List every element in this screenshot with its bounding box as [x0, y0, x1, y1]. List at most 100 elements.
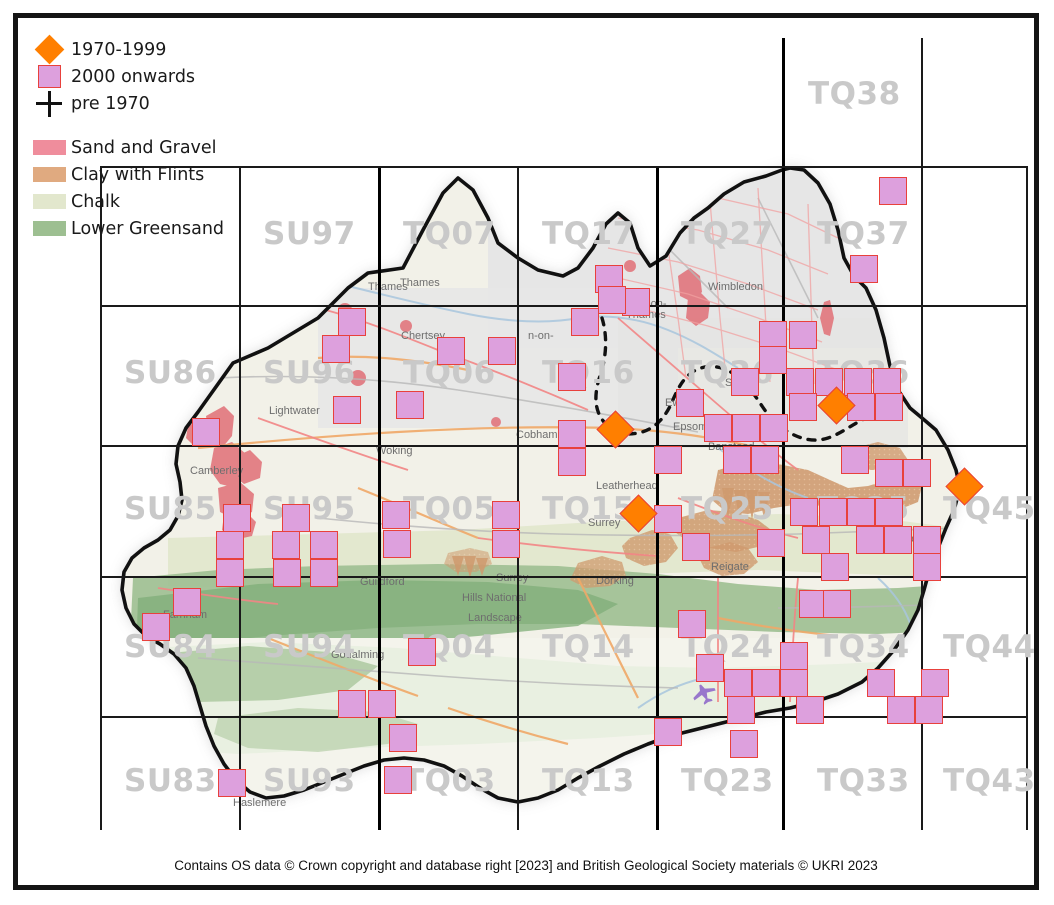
site-square-2000-onwards[interactable]	[875, 459, 903, 487]
site-square-2000-onwards[interactable]	[310, 559, 338, 587]
site-square-2000-onwards[interactable]	[492, 530, 520, 558]
site-square-2000-onwards[interactable]	[856, 526, 884, 554]
site-square-2000-onwards[interactable]	[558, 420, 586, 448]
sand-and-gravel-swatch	[32, 140, 66, 155]
site-square-2000-onwards[interactable]	[760, 414, 788, 442]
site-square-2000-onwards[interactable]	[867, 669, 895, 697]
grid-label-su85: SU85	[124, 491, 217, 527]
site-square-2000-onwards[interactable]	[780, 669, 808, 697]
site-square-2000-onwards[interactable]	[850, 255, 878, 283]
site-square-2000-onwards[interactable]	[142, 613, 170, 641]
site-square-2000-onwards[interactable]	[654, 505, 682, 533]
site-square-2000-onwards[interactable]	[730, 730, 758, 758]
site-square-2000-onwards[interactable]	[821, 553, 849, 581]
map-canvas[interactable]: Thames Chertsey n-on- Thames Wimbledon Lightw…	[18, 18, 1034, 830]
site-square-2000-onwards[interactable]	[884, 526, 912, 554]
site-square-2000-onwards[interactable]	[389, 724, 417, 752]
site-square-2000-onwards[interactable]	[847, 498, 875, 526]
site-square-2000-onwards[interactable]	[383, 530, 411, 558]
site-square-2000-onwards[interactable]	[333, 396, 361, 424]
site-square-2000-onwards[interactable]	[759, 346, 787, 374]
site-square-2000-onwards[interactable]	[780, 642, 808, 670]
site-square-2000-onwards[interactable]	[759, 321, 787, 349]
site-square-2000-onwards[interactable]	[272, 531, 300, 559]
site-square-2000-onwards[interactable]	[732, 414, 760, 442]
site-square-2000-onwards[interactable]	[875, 498, 903, 526]
site-square-2000-onwards[interactable]	[796, 696, 824, 724]
site-square-2000-onwards[interactable]	[368, 690, 396, 718]
site-square-2000-onwards[interactable]	[558, 448, 586, 476]
site-square-2000-onwards[interactable]	[819, 498, 847, 526]
site-square-2000-onwards[interactable]	[173, 588, 201, 616]
site-square-2000-onwards[interactable]	[802, 526, 830, 554]
map-frame: Thames Chertsey n-on- Thames Wimbledon Lightw…	[13, 13, 1039, 890]
site-square-2000-onwards[interactable]	[598, 286, 626, 314]
site-square-2000-onwards[interactable]	[913, 553, 941, 581]
site-square-2000-onwards[interactable]	[678, 610, 706, 638]
site-square-2000-onwards[interactable]	[676, 389, 704, 417]
site-square-2000-onwards[interactable]	[875, 393, 903, 421]
site-square-2000-onwards[interactable]	[382, 501, 410, 529]
site-square-2000-onwards[interactable]	[622, 288, 650, 316]
site-square-2000-onwards[interactable]	[751, 446, 779, 474]
site-square-2000-onwards[interactable]	[873, 368, 901, 396]
site-square-2000-onwards[interactable]	[752, 669, 780, 697]
site-square-2000-onwards[interactable]	[273, 559, 301, 587]
clay-with-flints-swatch	[32, 167, 66, 182]
site-square-2000-onwards[interactable]	[789, 393, 817, 421]
site-square-2000-onwards[interactable]	[790, 498, 818, 526]
place-label: Epsom	[673, 421, 707, 433]
site-square-2000-onwards[interactable]	[789, 321, 817, 349]
site-square-2000-onwards[interactable]	[437, 337, 465, 365]
grid-vline	[921, 38, 923, 166]
site-square-2000-onwards[interactable]	[724, 669, 752, 697]
site-square-2000-onwards[interactable]	[727, 696, 755, 724]
place-label: Guildford	[360, 576, 405, 588]
site-square-2000-onwards[interactable]	[338, 690, 366, 718]
site-square-2000-onwards[interactable]	[571, 308, 599, 336]
site-square-2000-onwards[interactable]	[216, 559, 244, 587]
site-square-2000-onwards[interactable]	[913, 526, 941, 554]
site-square-2000-onwards[interactable]	[704, 414, 732, 442]
site-square-2000-onwards[interactable]	[903, 459, 931, 487]
site-square-2000-onwards[interactable]	[915, 696, 943, 724]
site-square-2000-onwards[interactable]	[696, 654, 724, 682]
site-square-2000-onwards[interactable]	[731, 368, 759, 396]
site-square-2000-onwards[interactable]	[488, 337, 516, 365]
site-square-2000-onwards[interactable]	[921, 669, 949, 697]
site-square-2000-onwards[interactable]	[757, 529, 785, 557]
site-square-2000-onwards[interactable]	[216, 531, 244, 559]
site-square-2000-onwards[interactable]	[338, 308, 366, 336]
site-square-2000-onwards[interactable]	[384, 766, 412, 794]
place-label: Camberley	[190, 465, 244, 477]
site-square-2000-onwards[interactable]	[322, 335, 350, 363]
site-square-2000-onwards[interactable]	[192, 418, 220, 446]
site-square-2000-onwards[interactable]	[723, 446, 751, 474]
site-square-2000-onwards[interactable]	[786, 368, 814, 396]
site-square-2000-onwards[interactable]	[408, 638, 436, 666]
place-label: Chertsey	[401, 330, 446, 342]
grid-label-tq16: TQ16	[542, 355, 635, 391]
site-square-2000-onwards[interactable]	[654, 446, 682, 474]
site-square-2000-onwards[interactable]	[654, 718, 682, 746]
site-square-2000-onwards[interactable]	[223, 504, 251, 532]
site-square-2000-onwards[interactable]	[396, 391, 424, 419]
site-square-2000-onwards[interactable]	[218, 769, 246, 797]
site-square-2000-onwards[interactable]	[879, 177, 907, 205]
grid-vline	[100, 166, 102, 830]
grid-label-tq17: TQ17	[542, 216, 635, 252]
site-square-2000-onwards[interactable]	[887, 696, 915, 724]
site-square-2000-onwards[interactable]	[682, 533, 710, 561]
grid-label-tq25: TQ25	[681, 491, 774, 527]
grid-vline	[782, 166, 785, 830]
site-square-2000-onwards[interactable]	[823, 590, 851, 618]
place-label: Reigate	[711, 561, 749, 573]
site-square-2000-onwards[interactable]	[844, 368, 872, 396]
site-square-2000-onwards[interactable]	[282, 504, 310, 532]
site-square-2000-onwards[interactable]	[310, 531, 338, 559]
chalk-swatch	[32, 194, 66, 209]
legend-label-clay-with-flints: Clay with Flints	[71, 164, 205, 185]
site-square-2000-onwards[interactable]	[492, 501, 520, 529]
site-square-2000-onwards[interactable]	[558, 363, 586, 391]
site-square-2000-onwards[interactable]	[841, 446, 869, 474]
